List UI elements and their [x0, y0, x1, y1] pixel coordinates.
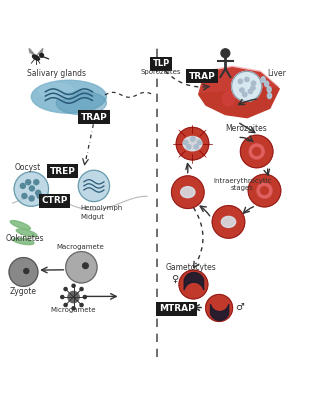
Circle shape	[80, 288, 83, 291]
Circle shape	[37, 194, 42, 198]
Polygon shape	[37, 48, 43, 55]
Circle shape	[61, 296, 64, 298]
Text: Sporozoites: Sporozoites	[141, 69, 182, 75]
Ellipse shape	[10, 220, 30, 230]
Circle shape	[251, 81, 256, 86]
Circle shape	[83, 263, 88, 268]
Circle shape	[221, 49, 230, 58]
Text: TREP: TREP	[50, 167, 75, 176]
Circle shape	[248, 174, 281, 207]
Circle shape	[64, 304, 67, 306]
Text: ♂: ♂	[235, 302, 244, 312]
Ellipse shape	[265, 81, 269, 87]
Circle shape	[78, 170, 110, 202]
Text: Oocyst: Oocyst	[14, 163, 41, 172]
Circle shape	[29, 196, 34, 201]
Circle shape	[240, 135, 273, 168]
Circle shape	[232, 71, 262, 102]
Circle shape	[176, 127, 209, 160]
Circle shape	[72, 284, 75, 287]
Text: Liver: Liver	[268, 69, 286, 78]
Ellipse shape	[56, 91, 106, 115]
Circle shape	[68, 291, 79, 303]
Ellipse shape	[183, 136, 202, 151]
Circle shape	[66, 252, 97, 283]
Circle shape	[245, 77, 249, 82]
Ellipse shape	[39, 83, 74, 99]
Text: TRAP: TRAP	[80, 112, 107, 122]
Circle shape	[257, 183, 272, 198]
Circle shape	[26, 180, 31, 185]
Text: Zygote: Zygote	[10, 287, 37, 296]
Text: Intraerythrocytic
stages: Intraerythrocytic stages	[213, 178, 272, 192]
Circle shape	[212, 206, 245, 238]
Circle shape	[248, 89, 253, 94]
Circle shape	[253, 148, 260, 155]
Circle shape	[34, 180, 39, 185]
Circle shape	[243, 92, 247, 97]
Ellipse shape	[261, 77, 265, 82]
Text: TLP: TLP	[152, 59, 170, 68]
Ellipse shape	[267, 93, 271, 98]
Polygon shape	[199, 68, 279, 118]
Circle shape	[238, 79, 243, 84]
Circle shape	[80, 304, 83, 306]
Text: TRAP: TRAP	[188, 72, 215, 81]
Text: Ookinetes: Ookinetes	[6, 234, 44, 243]
Circle shape	[187, 144, 191, 149]
Circle shape	[36, 190, 41, 195]
Circle shape	[206, 294, 233, 322]
Text: Gametocytes: Gametocytes	[166, 263, 216, 272]
Ellipse shape	[16, 229, 37, 237]
Polygon shape	[199, 66, 279, 93]
Circle shape	[9, 258, 38, 286]
Circle shape	[183, 140, 188, 144]
Circle shape	[261, 187, 268, 194]
Ellipse shape	[33, 55, 39, 60]
Text: CTRP: CTRP	[42, 196, 68, 205]
Text: Hemolymph: Hemolymph	[81, 206, 123, 212]
Circle shape	[197, 140, 202, 144]
Circle shape	[172, 176, 204, 208]
Text: MTRAP: MTRAP	[159, 304, 195, 314]
Text: Midgut: Midgut	[80, 214, 104, 220]
Text: Salivary glands: Salivary glands	[27, 69, 86, 78]
Circle shape	[72, 307, 75, 310]
Ellipse shape	[223, 92, 234, 106]
Circle shape	[249, 144, 264, 159]
Circle shape	[40, 54, 44, 57]
Circle shape	[194, 144, 198, 149]
Circle shape	[64, 288, 67, 291]
Circle shape	[29, 186, 34, 191]
Ellipse shape	[181, 187, 195, 198]
Circle shape	[179, 270, 208, 299]
Circle shape	[20, 184, 25, 188]
Circle shape	[22, 194, 27, 198]
Circle shape	[191, 137, 195, 141]
Circle shape	[83, 296, 86, 298]
Circle shape	[24, 268, 29, 274]
Text: Macrogamete: Macrogamete	[56, 244, 104, 250]
Ellipse shape	[267, 87, 271, 92]
Text: Merozoites: Merozoites	[225, 124, 267, 132]
Ellipse shape	[221, 216, 236, 228]
Ellipse shape	[31, 80, 106, 113]
Text: ♀: ♀	[171, 273, 178, 283]
Circle shape	[240, 88, 244, 92]
Circle shape	[14, 172, 49, 206]
Circle shape	[251, 86, 255, 90]
Polygon shape	[29, 48, 35, 55]
Ellipse shape	[13, 238, 34, 245]
Text: Microgamete: Microgamete	[51, 308, 96, 314]
